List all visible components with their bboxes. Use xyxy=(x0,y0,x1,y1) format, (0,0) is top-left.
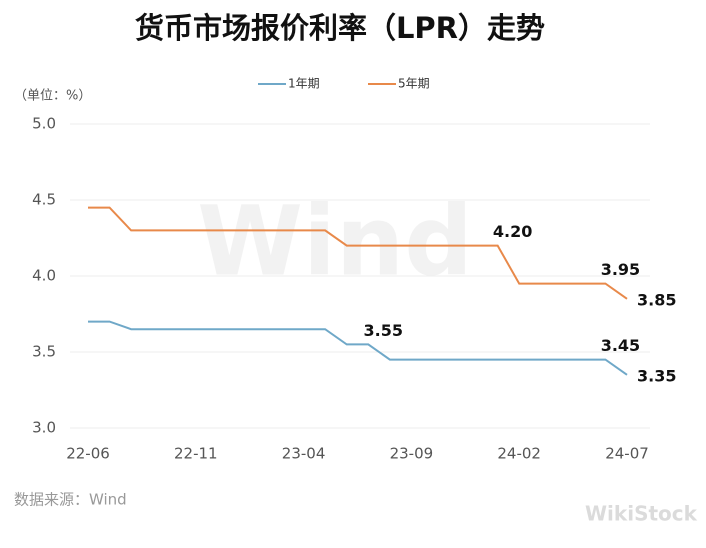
x-tick-label: 24-07 xyxy=(605,445,649,463)
y-tick-label: 5.0 xyxy=(32,115,56,133)
data-label: 3.95 xyxy=(601,260,640,279)
series-line xyxy=(88,320,628,376)
legend-label: 1年期 xyxy=(288,77,320,91)
legend-label: 5年期 xyxy=(398,77,430,91)
y-tick-label: 4.5 xyxy=(32,191,56,209)
x-tick-label: 22-11 xyxy=(174,445,218,463)
data-label: 3.85 xyxy=(637,290,676,309)
x-tick-label: 23-09 xyxy=(390,445,434,463)
data-label: 3.45 xyxy=(601,336,640,355)
y-tick-label: 3.0 xyxy=(32,419,56,437)
data-label: 3.35 xyxy=(637,366,676,385)
source: 数据来源：Wind xyxy=(14,491,127,509)
x-tick-label: 22-06 xyxy=(66,445,110,463)
x-tick-label: 23-04 xyxy=(282,445,326,463)
watermark: WikiStock xyxy=(585,502,698,526)
y-tick-label: 4.0 xyxy=(32,267,56,285)
data-label: 4.20 xyxy=(493,222,532,241)
y-tick-label: 3.5 xyxy=(32,343,56,361)
chart-title: 货币市场报价利率（LPR）走势 xyxy=(135,11,545,45)
x-tick-label: 24-02 xyxy=(497,445,541,463)
unit-label: （单位：%） xyxy=(14,89,91,104)
watermark: Wind xyxy=(197,185,473,297)
data-label: 3.55 xyxy=(364,321,403,340)
series-line xyxy=(88,206,628,300)
